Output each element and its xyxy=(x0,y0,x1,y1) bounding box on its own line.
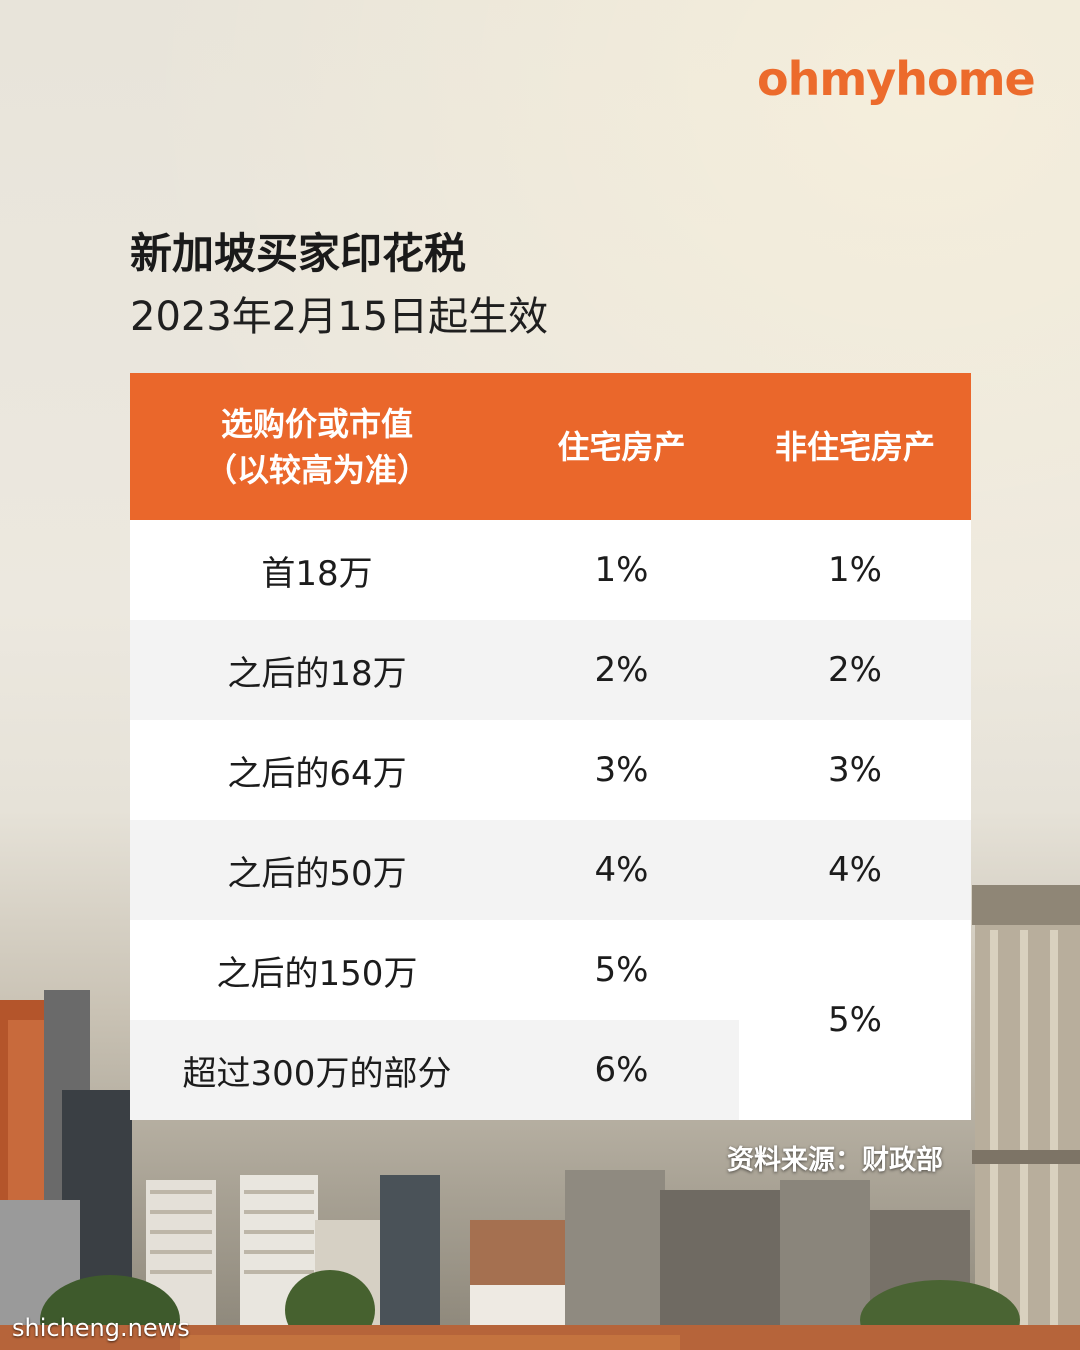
table-header: 选购价或市值 （以较高为准） 住宅房产 非住宅房产 xyxy=(130,373,971,520)
row-residential-rate: 2% xyxy=(594,650,649,690)
header-non-residential: 非住宅房产 xyxy=(774,427,935,466)
row-bracket: 之后的64万 xyxy=(227,753,407,794)
table-row: 之后的18万 2% 2% xyxy=(130,620,971,720)
row-bracket: 之后的150万 xyxy=(216,953,418,994)
table-row: 之后的150万 5% xyxy=(130,920,739,1020)
page-subtitle: 2023年2月15日起生效 xyxy=(130,294,549,340)
row-residential-rate: 3% xyxy=(594,750,649,790)
row-residential-rate: 5% xyxy=(594,950,649,990)
table-row: 之后的64万 3% 3% xyxy=(130,720,971,820)
row-bracket: 之后的18万 xyxy=(227,653,407,694)
header-price-or-value: 选购价或市值 （以较高为准） xyxy=(130,373,504,520)
row-non-residential-rate: 2% xyxy=(828,650,882,690)
city-skyline-background xyxy=(0,885,1080,1350)
row-residential-rate: 4% xyxy=(594,850,649,890)
row-non-residential-rate: 4% xyxy=(828,850,882,890)
table-row: 首18万 1% 1% xyxy=(130,520,971,620)
table-last-rows: 之后的150万 5% 超过300万的部分 6% 5% xyxy=(130,920,971,1120)
header-residential: 住宅房产 xyxy=(557,427,686,466)
page-title: 新加坡买家印花税 xyxy=(130,229,467,278)
row-bracket: 首18万 xyxy=(261,553,373,594)
row-bracket: 超过300万的部分 xyxy=(182,1053,452,1094)
row-non-residential-rate: 3% xyxy=(828,750,882,790)
ohmyhome-logo: ohmyhome xyxy=(757,52,1036,106)
source-note: 资料来源：财政部 xyxy=(727,1145,943,1176)
row-residential-rate: 6% xyxy=(594,1050,649,1090)
stamp-duty-table: 选购价或市值 （以较高为准） 住宅房产 非住宅房产 首18万 1% 1% 之后的… xyxy=(130,373,971,1120)
table-row: 超过300万的部分 6% xyxy=(130,1020,739,1120)
row-residential-rate: 1% xyxy=(594,550,649,590)
header-col1-line2: （以较高为准） xyxy=(204,450,429,489)
row-bracket: 之后的50万 xyxy=(227,853,407,894)
merged-non-residential-rate: 5% xyxy=(739,920,971,1120)
watermark: shicheng.news xyxy=(12,1314,190,1342)
table-row: 之后的50万 4% 4% xyxy=(130,820,971,920)
header-col1-line1: 选购价或市值 xyxy=(220,404,413,443)
row-non-residential-rate: 1% xyxy=(828,550,882,590)
